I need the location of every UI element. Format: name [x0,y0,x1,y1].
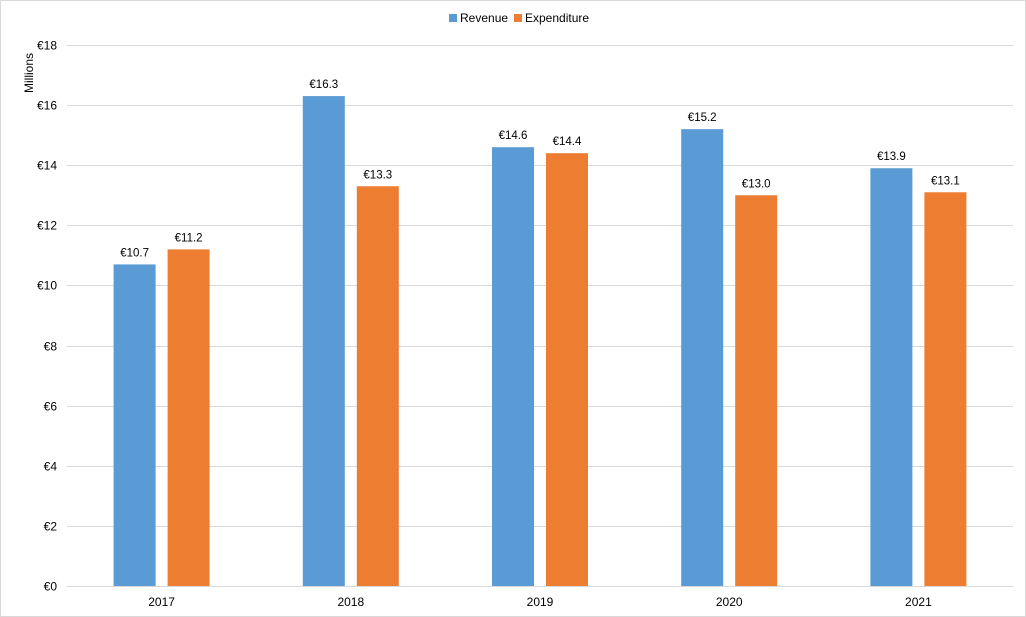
x-tick-label: 2017 [148,595,175,609]
y-tick-label: €2 [44,520,58,534]
data-label: €13.1 [931,175,960,187]
bars: €10.7 €11.2 €16.3 €13.3 €14.6 €14.4 €15.2 €13.0… [113,79,967,586]
legend-label-expenditure: Expenditure [525,11,589,25]
y-axis-ticks: €0 €2 €4 €6 €8 €10 €12 €14 €16 €18 [37,39,57,594]
y-tick-label: €8 [44,340,58,354]
legend-swatch-revenue [449,14,457,22]
data-label: €16.3 [309,79,338,91]
bar-expenditure-2019 [546,153,588,586]
data-label: €14.4 [553,136,582,148]
bar-revenue-2021 [870,168,913,586]
legend-label-revenue: Revenue [460,11,508,25]
bar-revenue-2020 [681,129,724,586]
bar-expenditure-2017 [167,249,210,586]
gridlines [67,45,1013,587]
y-axis-title: Millions [22,53,36,93]
y-tick-label: €6 [44,400,58,414]
data-label: €13.3 [363,169,392,181]
bar-revenue-2018 [302,96,345,586]
x-axis-labels: 2017 2018 2019 2020 2021 [148,595,932,609]
y-tick-label: €10 [37,279,57,293]
bar-expenditure-2021 [924,192,967,586]
data-label: €14.6 [499,130,528,142]
y-tick-label: €12 [37,219,57,233]
data-label: €10.7 [120,247,149,259]
legend-swatch-expenditure [514,14,522,22]
bar-revenue-2017 [113,264,156,586]
data-label: €15.2 [688,112,717,124]
legend: Revenue Expenditure [449,11,589,25]
bar-revenue-2019 [492,147,534,586]
data-label: €13.9 [877,151,906,163]
y-tick-label: €16 [37,99,57,113]
y-tick-label: €14 [37,159,57,173]
x-tick-label: 2019 [527,595,554,609]
y-tick-label: €0 [44,580,58,594]
data-label: €11.2 [175,232,203,244]
x-tick-label: 2020 [716,595,743,609]
bar-expenditure-2018 [356,186,399,586]
y-tick-label: €4 [44,460,58,474]
data-label: €13.0 [742,178,771,190]
x-tick-label: 2018 [337,595,364,609]
y-tick-label: €18 [37,39,57,53]
x-tick-label: 2021 [905,595,932,609]
bar-expenditure-2020 [735,195,778,586]
